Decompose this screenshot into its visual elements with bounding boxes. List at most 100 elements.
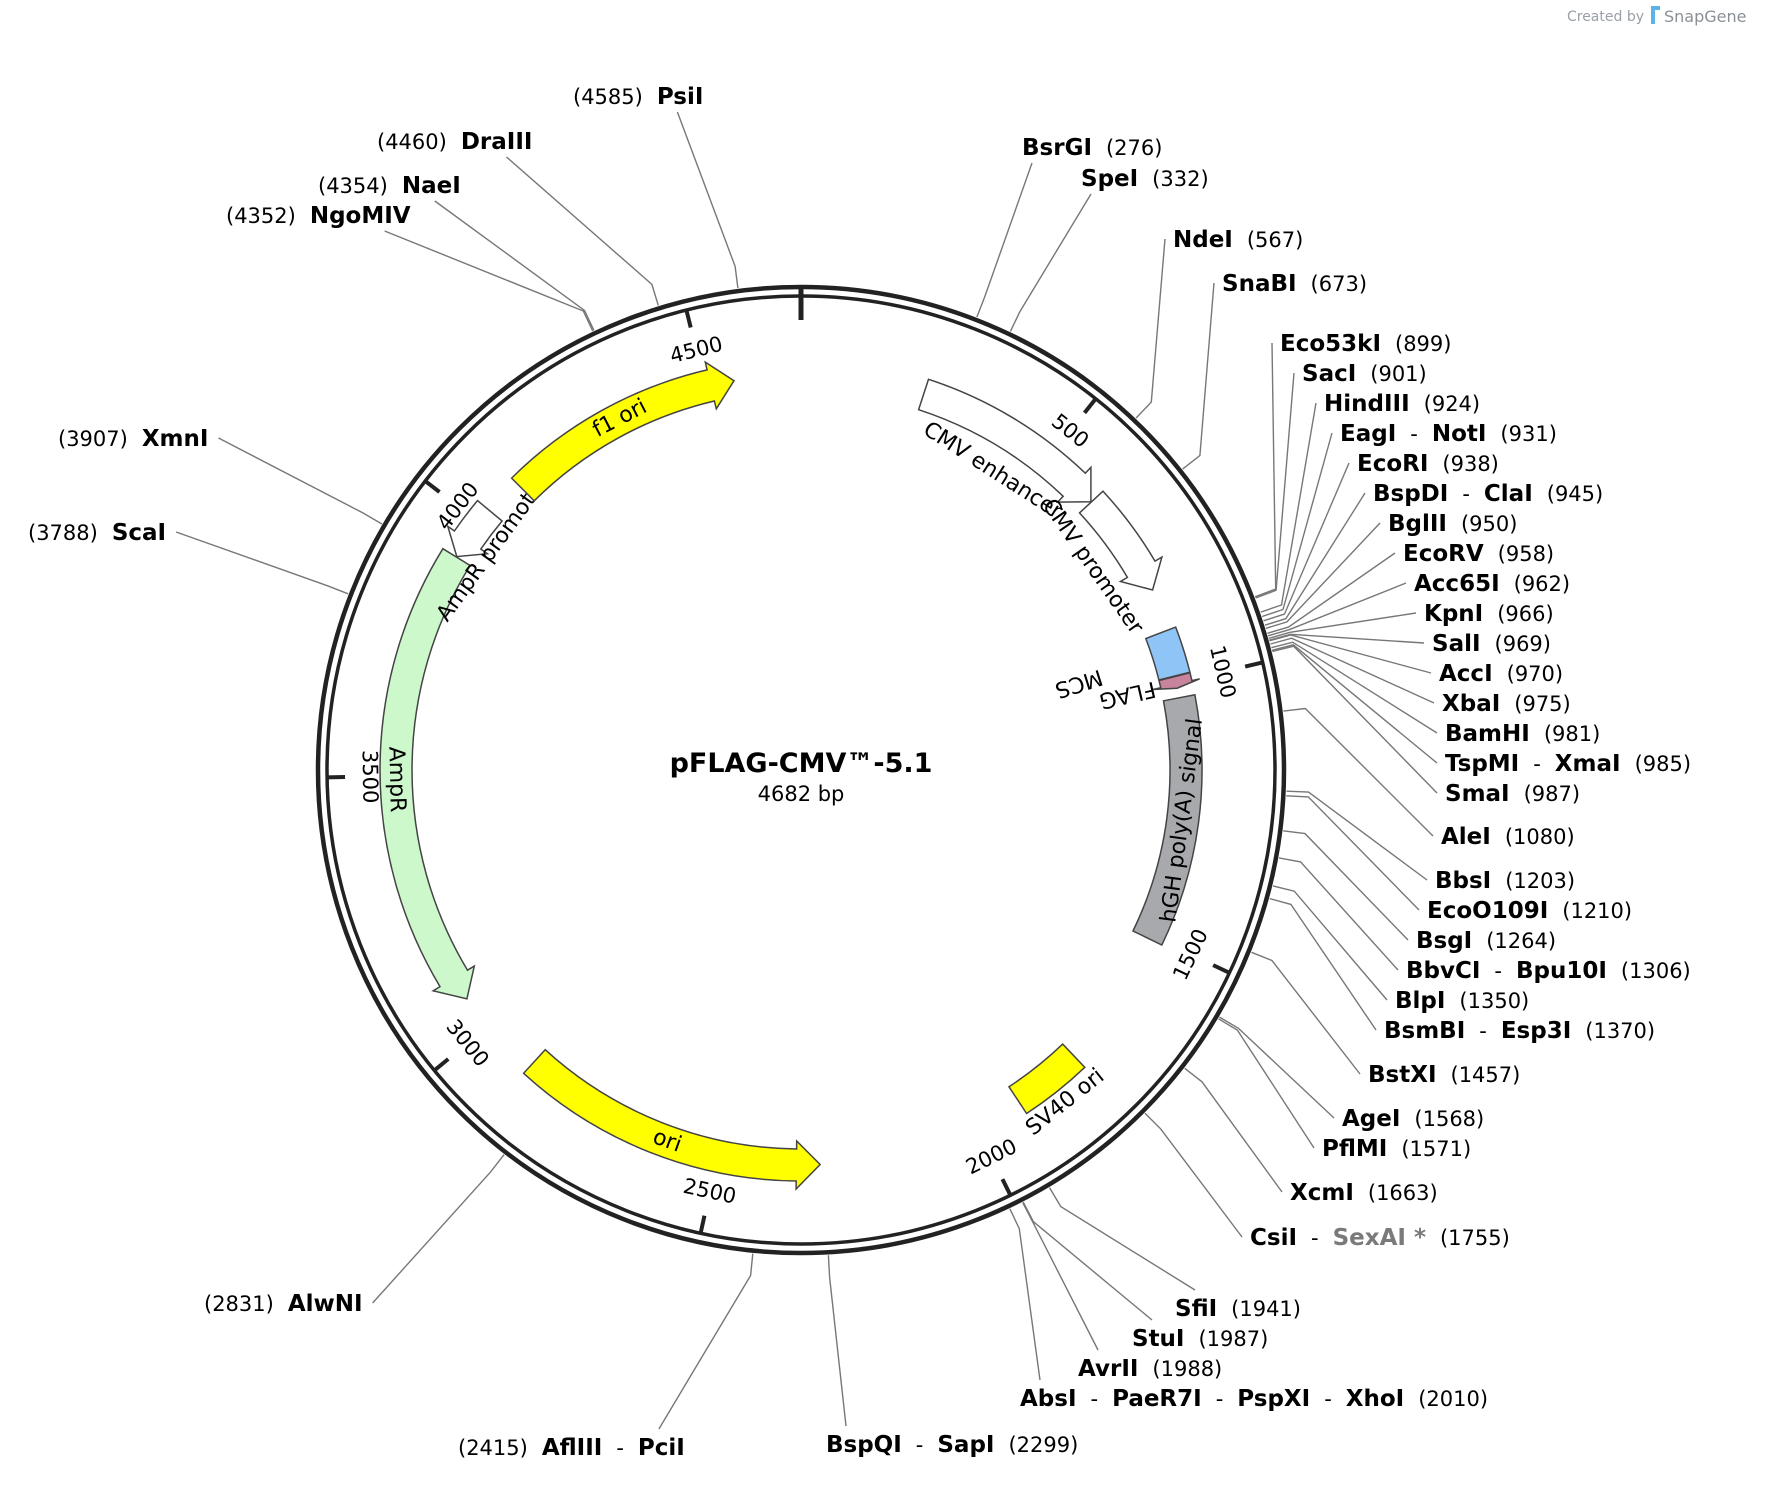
site-position: (970) [1507, 662, 1563, 686]
site-position: (1264) [1486, 929, 1556, 953]
site-position: (981) [1544, 722, 1600, 746]
site-position: (2010) [1418, 1387, 1488, 1411]
site-position: (2415) [458, 1436, 528, 1460]
site-enzyme-name: EcoO109I [1427, 898, 1548, 924]
site-acc65i: Acc65I (962) [1414, 571, 1570, 597]
site-separator: - [1091, 1387, 1099, 1411]
site-psii: (4585) PsiI [573, 84, 703, 110]
leader-smai [1272, 645, 1438, 794]
site-position: (1571) [1401, 1137, 1471, 1161]
site-alei: AleI (1080) [1441, 824, 1575, 850]
site-xbai: XbaI (975) [1442, 691, 1571, 717]
site-absi: AbsI - PaeR7I - PspXI - XhoI (2010) [1020, 1386, 1488, 1412]
site-position: (975) [1514, 692, 1570, 716]
leader-ecorv [1267, 552, 1396, 634]
site-bspdi: BspDI - ClaI (945) [1373, 481, 1603, 507]
site-separator: - [1311, 1226, 1319, 1250]
site-enzyme-name: XcmI [1290, 1180, 1354, 1206]
leader-afliii [658, 1253, 754, 1430]
feature-label-ampr: AmpR [383, 746, 410, 812]
site-separator: - [616, 1436, 624, 1460]
site-enzyme-name: PspXI [1237, 1386, 1310, 1412]
site-position: (1755) [1440, 1226, 1510, 1250]
site-enzyme-name: Bpu10I [1516, 958, 1607, 984]
site-bsrgi: BsrGI (276) [1022, 135, 1162, 161]
site-enzyme-name: BsgI [1416, 928, 1472, 954]
snapgene-logo-icon [1651, 6, 1660, 24]
site-enzyme-name: AlwNI [288, 1291, 363, 1317]
site-naei: (4354) NaeI [318, 173, 461, 199]
site-bsmbi: BsmBI - Esp3I (1370) [1384, 1018, 1655, 1044]
plasmid-size: 4682 bp [758, 782, 845, 806]
site-enzyme-name: SapI [937, 1432, 994, 1458]
site-bglii: BglII (950) [1388, 511, 1517, 537]
site-ecorv: EcoRV (958) [1403, 541, 1554, 567]
site-enzyme-name: SacI [1302, 361, 1356, 387]
site-saci: SacI (901) [1302, 361, 1427, 387]
site-position: (4585) [573, 85, 643, 109]
site-enzyme-name: AvrII [1078, 1356, 1138, 1382]
site-position: (958) [1498, 542, 1554, 566]
site-separator: - [1216, 1387, 1224, 1411]
site-separator: - [916, 1433, 924, 1457]
site-enzyme-name: AccI [1439, 661, 1493, 687]
site-position: (969) [1495, 632, 1551, 656]
leader-csii [1144, 1112, 1243, 1238]
site-position: (1457) [1451, 1063, 1521, 1087]
credit-header: Created by SnapGene [1567, 6, 1746, 26]
feature-hgh-poly-a-signal [1131, 693, 1203, 947]
leader-saci [1255, 372, 1295, 599]
site-enzyme-name: Eco53kI [1280, 331, 1381, 357]
site-avrii: AvrII (1988) [1078, 1356, 1222, 1382]
site-snabi: SnaBI (673) [1222, 271, 1367, 297]
tick-label-2500: 2500 [681, 1174, 738, 1209]
site-position: (1987) [1198, 1327, 1268, 1351]
site-enzyme-name: SmaI [1445, 781, 1510, 807]
site-bspqi: BspQI - SapI (2299) [826, 1432, 1078, 1458]
site-tspmi: TspMI - XmaI (985) [1445, 751, 1691, 777]
site-ecoo109i: EcoO109I (1210) [1427, 898, 1632, 924]
feature-ori [522, 1048, 822, 1191]
site-scai: (3788) ScaI [28, 520, 166, 546]
site-enzyme-name: BspDI [1373, 481, 1448, 507]
tick-mark-4000 [424, 479, 441, 494]
leader-acci [1269, 634, 1432, 674]
leader-bsgi [1283, 830, 1409, 941]
tick-mark-500 [1082, 397, 1098, 415]
restriction-sites: BsrGI (276) SpeI (332) NdeI (567) SnaBI (673) Ec… [28, 84, 1691, 1461]
leader-absi [1009, 1208, 1041, 1381]
site-enzyme-name: PaeR7I [1112, 1386, 1202, 1412]
site-position: (931) [1500, 422, 1556, 446]
site-enzyme-name: Acc65I [1414, 571, 1500, 597]
site-enzyme-name: SexAI * [1333, 1225, 1426, 1251]
leader-draiii [506, 156, 659, 306]
site-position: (276) [1106, 136, 1162, 160]
tick-mark-2000 [1000, 1178, 1013, 1197]
site-enzyme-name: SpeI [1081, 166, 1138, 192]
site-enzyme-name: SfiI [1175, 1296, 1217, 1322]
leader-bsrgi [976, 162, 1033, 318]
site-position: (1210) [1562, 899, 1632, 923]
leader-scai [175, 531, 349, 595]
leader-xcmi [1184, 1067, 1283, 1193]
site-acci: AccI (970) [1439, 661, 1563, 687]
site-position: (2299) [1008, 1433, 1078, 1457]
tick-label-4500: 4500 [667, 332, 725, 368]
feature-label-hgh-poly-a-signal: hGH poly(A) signal [1156, 717, 1208, 924]
leader-ecoo109i [1286, 795, 1420, 911]
site-enzyme-name: XmaI [1555, 751, 1621, 777]
site-position: (899) [1395, 332, 1451, 356]
leader-bsmbi [1269, 897, 1377, 1031]
site-smai: SmaI (987) [1445, 781, 1580, 807]
site-enzyme-name: BstXI [1368, 1062, 1437, 1088]
feature-ampr [379, 547, 476, 1000]
leader-bamhi [1271, 641, 1438, 734]
leader-alei [1283, 707, 1434, 837]
site-ecori: EcoRI (938) [1357, 451, 1499, 477]
feature-cmv-promoter [1078, 490, 1164, 591]
site-position: (966) [1497, 602, 1553, 626]
leader-hindiii [1260, 402, 1317, 613]
leader-sfii [1048, 1187, 1196, 1291]
leader-acc65i [1267, 582, 1407, 637]
site-separator: - [1479, 1019, 1487, 1043]
